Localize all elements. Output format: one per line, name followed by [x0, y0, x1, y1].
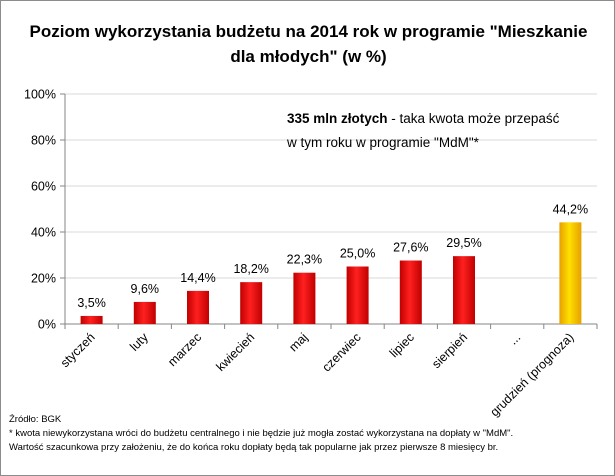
bar-7: [399, 260, 422, 324]
category-label: ...: [506, 330, 523, 347]
category-label: styczeń: [58, 330, 98, 370]
value-label: 3,5%: [77, 296, 106, 310]
footer-note2: Wartość szacunkowa przy założeniu, że do…: [9, 442, 499, 453]
y-tick-label: 60%: [31, 180, 56, 194]
chart-title-line1: Poziom wykorzystania budżetu na 2014 rok…: [29, 22, 588, 41]
value-label: 25,0%: [340, 247, 375, 261]
footer-note1: * kwota niewykorzystana wróci do budżetu…: [9, 428, 514, 439]
category-label: luty: [127, 330, 151, 354]
bar-2: [133, 301, 156, 324]
bar-1: [80, 315, 103, 324]
y-tick-label: 80%: [31, 134, 56, 148]
category-label: sierpień: [429, 330, 470, 371]
value-label: 9,6%: [131, 282, 160, 296]
value-label: 14,4%: [180, 271, 215, 285]
y-tick-label: 40%: [31, 226, 56, 240]
category-label: lipiec: [387, 330, 417, 360]
category-label: maj: [286, 330, 310, 354]
value-label: 22,3%: [287, 253, 322, 267]
y-tick-label: 20%: [31, 272, 56, 286]
category-label: grudzień (prognoza): [488, 330, 577, 419]
bar-8: [453, 256, 475, 324]
annotation-line2: w tym roku w programie "MdM"*: [287, 135, 479, 150]
chart-title-line2: dla młodych" (w %): [230, 47, 387, 66]
annotation-box: 335 mln złotych - taka kwota może przepa…: [287, 107, 587, 155]
footer-source: Źródło: BGK: [9, 414, 62, 425]
category-label: marzec: [165, 330, 204, 369]
bar-3: [187, 290, 209, 324]
chart-title: Poziom wykorzystania budżetu na 2014 rok…: [11, 19, 606, 69]
value-label: 44,2%: [553, 202, 588, 216]
value-label: 18,2%: [233, 262, 268, 276]
annotation-text: - taka kwota może przepaść: [387, 111, 560, 126]
bar-4: [240, 282, 263, 324]
annotation-bold: 335 mln złotych: [287, 111, 388, 126]
y-tick-label: 100%: [24, 88, 56, 102]
bar-6: [346, 266, 369, 324]
bar-10: [559, 222, 582, 324]
value-label: 27,6%: [393, 241, 428, 255]
value-label: 29,5%: [446, 236, 481, 250]
category-label: kwiecień: [214, 330, 258, 374]
y-tick-label: 0%: [38, 318, 56, 332]
bar-5: [293, 272, 316, 324]
footer: Źródło: BGK * kwota niewykorzystana wróc…: [9, 413, 609, 455]
category-label: czerwiec: [319, 330, 363, 374]
